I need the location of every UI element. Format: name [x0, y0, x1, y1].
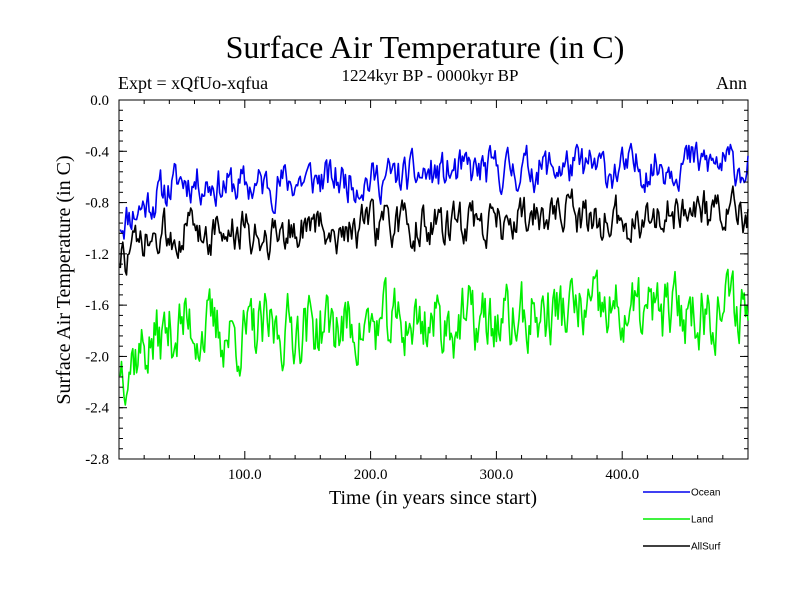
x-axis-label: Time (in years since start): [329, 487, 537, 509]
x-tick-label: 400.0: [605, 467, 639, 483]
x-tick-label: 100.0: [228, 467, 262, 483]
series-line-land: [119, 268, 749, 406]
series-line-allsurf: [119, 185, 749, 276]
experiment-label: Expt = xQfUo-xqfua: [118, 73, 268, 93]
y-tick-label: -0.8: [85, 196, 109, 212]
chart-title: Surface Air Temperature (in C): [226, 29, 625, 65]
x-axis: 100.0 200.0 300.0 400.0: [143, 100, 724, 483]
plot-lines: [119, 141, 749, 406]
x-tick-label: 300.0: [480, 467, 514, 483]
legend: Ocean Land AllSurf: [643, 488, 721, 553]
series-line-ocean: [119, 141, 749, 240]
y-axis-label: Surface Air Temperature (in C): [53, 155, 75, 404]
legend-label-land: Land: [691, 515, 713, 526]
legend-label-ocean: Ocean: [691, 488, 720, 499]
y-tick-label: -1.2: [85, 247, 109, 263]
legend-label-allsurf: AllSurf: [691, 542, 721, 553]
y-tick-label: -0.4: [85, 144, 109, 160]
y-tick-label: -2.0: [85, 349, 109, 365]
y-tick-label: -2.4: [85, 401, 109, 417]
x-tick-label: 200.0: [354, 467, 388, 483]
y-tick-label: 0.0: [90, 93, 109, 109]
plot-frame: [118, 99, 749, 460]
season-label: Ann: [716, 73, 747, 93]
chart-subtitle: 1224kyr BP - 0000kyr BP: [342, 66, 519, 85]
y-tick-label: -2.8: [85, 452, 109, 468]
y-axis: 0.0 -0.4 -0.8 -1.2 -1.6 -2.0 -2.4 -2.8: [85, 93, 748, 468]
y-tick-label: -1.6: [85, 298, 109, 314]
